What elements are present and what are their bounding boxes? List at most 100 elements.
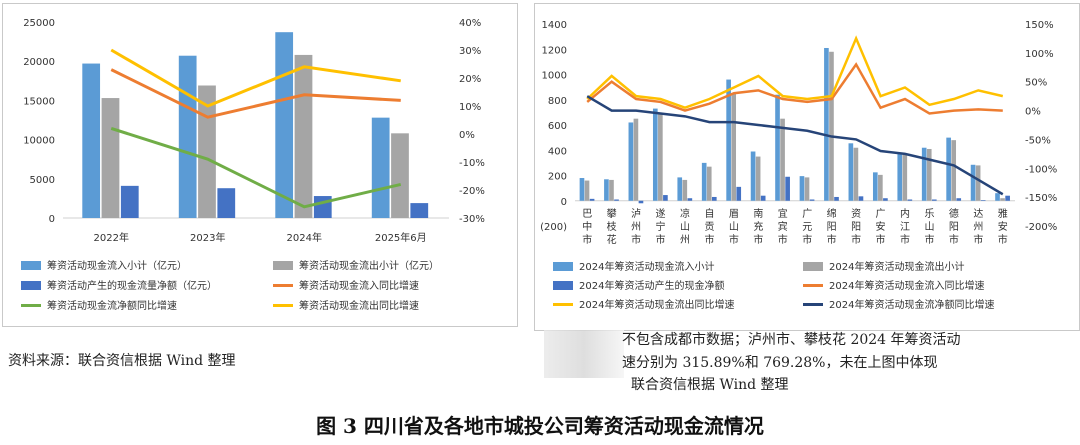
- bar-outflow: [975, 165, 981, 201]
- line-inflow_yoy: [110, 68, 401, 119]
- bar-net: [410, 203, 429, 218]
- bar-outflow: [658, 113, 663, 201]
- bar-net: [980, 200, 986, 201]
- x-category-label: 南充市: [753, 207, 763, 246]
- y-left-tick: 0: [49, 214, 55, 225]
- bar-net: [883, 198, 888, 201]
- line-net_yoy: [110, 126, 402, 209]
- x-category-label: 宜宾市: [778, 207, 788, 246]
- bar-inflow: [750, 151, 756, 201]
- legend-swatch: [553, 262, 573, 271]
- x-category-label: 泸州市: [631, 208, 641, 246]
- y-right-tick: -30%: [459, 214, 485, 225]
- x-category-label: 2024年: [287, 231, 322, 244]
- y-right-tick: 150%: [1025, 20, 1054, 31]
- x-category-label: 2022年: [94, 231, 129, 244]
- bar-outflow: [902, 154, 908, 201]
- y-right-tick: 50%: [1025, 78, 1047, 89]
- bar-inflow: [275, 32, 294, 218]
- y-right-tick: 10%: [459, 102, 481, 113]
- legend-swatch: [553, 281, 573, 290]
- legend-entry: 筹资活动现金流入同比增速: [299, 279, 419, 292]
- legend-entry: 筹资活动现金流出小计（亿元）: [299, 259, 439, 272]
- y-right-tick: 20%: [459, 74, 481, 85]
- legend-entry: 筹资活动产生的现金流量净额（亿元）: [47, 279, 217, 292]
- bar-outflow: [853, 147, 859, 201]
- y-left-tick: 1200: [542, 45, 567, 56]
- y-left-tick: 600: [548, 121, 567, 132]
- figure-title: 图 3 四川省及各地市城投公司筹资活动现金流情况: [316, 414, 764, 438]
- legend-swatch: [21, 281, 41, 290]
- bar-inflow: [628, 122, 634, 201]
- bar-outflow: [294, 54, 313, 218]
- bar-inflow: [726, 79, 731, 201]
- y-left-tick: 25000: [23, 18, 55, 29]
- bar-net: [589, 198, 595, 201]
- y-right-tick: -200%: [1025, 222, 1057, 233]
- legend-entry: 2024年筹资活动现金流净额同比增速: [829, 298, 994, 311]
- bar-net: [313, 196, 332, 218]
- y-left-tick: 15000: [23, 96, 55, 107]
- bar-net: [907, 199, 913, 201]
- bar-inflow: [799, 176, 805, 201]
- legend-entry: 2024年筹资活动现金流入小计: [579, 260, 714, 273]
- y-left-tick: 1000: [542, 71, 567, 82]
- y-right-tick: 0%: [1025, 107, 1041, 118]
- y-left-tick: 400: [548, 146, 567, 157]
- bar-inflow: [701, 162, 707, 201]
- bar-inflow: [970, 164, 976, 201]
- legend-swatch: [273, 261, 293, 270]
- bar-outflow: [391, 133, 409, 218]
- legend-entry: 筹资活动现金流出同比增速: [299, 299, 419, 312]
- bar-outflow: [829, 51, 834, 201]
- bar-net: [1005, 195, 1010, 201]
- bar-net: [638, 200, 644, 204]
- bar-inflow: [371, 117, 390, 218]
- x-category-label: 绵阳市: [827, 207, 837, 246]
- bar-net: [785, 176, 790, 201]
- x-category-label: 凉山州: [680, 207, 690, 246]
- x-category-label: 内江市: [900, 207, 910, 246]
- x-category-label: 乐山市: [924, 208, 934, 246]
- bar-outflow: [951, 140, 957, 201]
- line-inflow_yoy: [586, 62, 1003, 115]
- y-left-tick: 200: [548, 172, 567, 183]
- bar-inflow: [652, 108, 658, 201]
- bar-net: [614, 199, 619, 201]
- line-outflow_yoy: [586, 35, 1004, 110]
- bar-net: [858, 196, 864, 201]
- bar-inflow: [897, 152, 903, 201]
- x-category-label: 达州市: [973, 208, 983, 246]
- legend-swatch: [21, 261, 41, 270]
- line-outflow_yoy: [110, 48, 401, 108]
- bar-outflow: [1000, 198, 1005, 201]
- bar-inflow: [824, 47, 829, 201]
- bar-outflow: [926, 148, 932, 201]
- bar-outflow: [878, 174, 883, 201]
- bar-inflow: [178, 55, 197, 218]
- x-category-label: 眉山市: [729, 208, 739, 246]
- bar-outflow: [804, 177, 810, 201]
- bar-outflow: [755, 156, 761, 201]
- x-category-label: 巴中市: [582, 208, 592, 246]
- bar-inflow: [921, 147, 927, 201]
- x-category-label: 自贡市: [704, 207, 714, 246]
- bar-outflow: [584, 180, 590, 201]
- left-source-note: 资料来源：联合资信根据 Wind 整理: [8, 353, 236, 369]
- x-category-label: 遂宁市: [656, 207, 666, 246]
- legend-entry: 2024年筹资活动现金流出同比增速: [579, 298, 734, 311]
- bar-outflow: [198, 85, 216, 218]
- right-note-line-3: 联合资信根据 Wind 整理: [631, 377, 789, 393]
- bar-inflow: [872, 172, 878, 201]
- bar-net: [663, 195, 668, 201]
- y-left-tick: (200): [540, 222, 567, 233]
- bar-outflow: [682, 179, 688, 201]
- bar-outflow: [609, 179, 614, 201]
- bar-outflow: [780, 118, 785, 201]
- legend-entry: 筹资活动现金流入小计（亿元）: [47, 259, 187, 272]
- right-note-line-2: 速分别为 315.89%和 769.28%，未在上图中体现: [622, 355, 938, 371]
- bar-outflow: [633, 118, 639, 201]
- x-category-label: 雅安市: [998, 207, 1008, 246]
- y-left-tick: 800: [548, 96, 567, 107]
- bar-inflow: [82, 63, 101, 218]
